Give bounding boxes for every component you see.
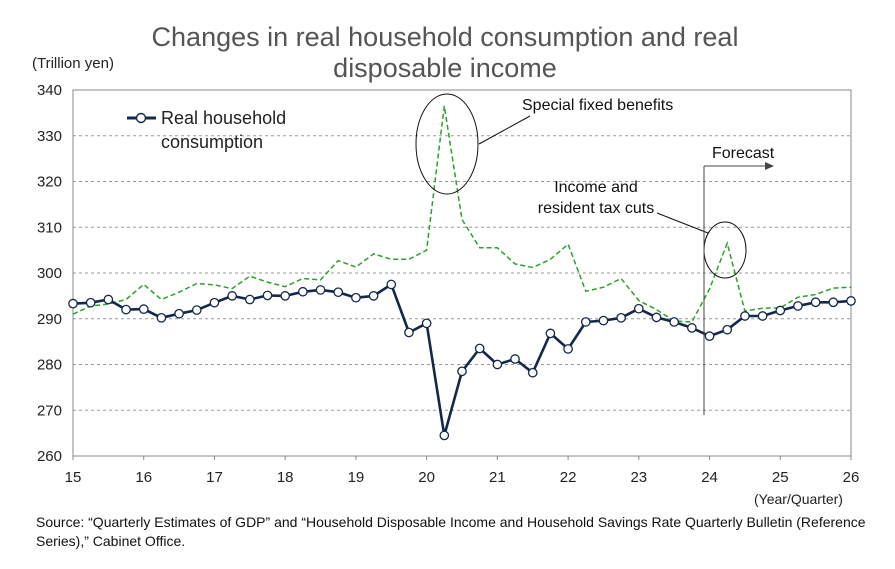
consumption-point: [492, 359, 503, 370]
consumption-point: [368, 291, 379, 301]
consumption-point: [315, 285, 326, 295]
consumption-point: [633, 303, 644, 314]
consumption-point: [386, 279, 397, 290]
series-line-real-disposable-income: [72, 105, 852, 323]
y-tick-label: 340: [37, 82, 62, 99]
consumption-point: [757, 311, 768, 321]
consumption-point: [828, 297, 839, 308]
consumption-point: [457, 366, 467, 377]
legend-swatch-marker: [135, 112, 147, 124]
consumption-point: [333, 287, 344, 298]
special-benefits-circle: [415, 93, 479, 195]
consumption-point: [580, 317, 591, 327]
chart-title: Changes in real household consumption an…: [151, 22, 739, 83]
x-tick-label: 20: [418, 469, 435, 486]
x-axis-label: (Year/Quarter): [754, 491, 843, 507]
x-tick-label: 23: [630, 469, 647, 486]
y-axis-unit-label: (Trillion yen): [32, 55, 114, 72]
y-tick-label: 300: [37, 265, 62, 282]
x-tick-label: 25: [772, 469, 789, 486]
consumption-point: [156, 312, 167, 323]
consumption-point: [793, 301, 803, 311]
consumption-point: [404, 327, 414, 338]
consumption-point: [421, 318, 432, 329]
y-tick-label: 270: [37, 402, 62, 419]
consumption-point: [209, 297, 220, 308]
special-benefits-leader-line: [478, 115, 531, 145]
y-tick-label: 320: [37, 174, 62, 191]
consumption-point: [722, 324, 733, 335]
consumption-point: [174, 308, 184, 319]
source-note: Source: “Quarterly Estimates of GDP” and…: [36, 514, 866, 549]
x-tick-label: 26: [843, 469, 860, 486]
consumption-point: [775, 305, 786, 316]
consumption-point: [262, 290, 273, 301]
consumption-point: [85, 297, 96, 308]
x-tick-label: 18: [277, 469, 294, 486]
y-tick-label: 260: [37, 448, 62, 465]
consumption-point: [191, 305, 202, 315]
x-tick-label: 22: [560, 469, 577, 486]
consumption-point: [687, 323, 697, 333]
consumption-point: [669, 317, 680, 327]
consumption-point: [439, 430, 450, 441]
annotation-forecast: Forecast: [712, 145, 775, 162]
consumption-point: [103, 294, 114, 305]
x-tick-label: 16: [135, 469, 152, 486]
consumption-point: [121, 304, 131, 315]
consumption-point: [810, 297, 821, 308]
consumption-point: [68, 298, 78, 309]
consumption-point: [740, 311, 750, 321]
consumption-point: [244, 294, 255, 305]
consumption-point: [651, 312, 662, 323]
consumption-point: [351, 292, 361, 303]
consumption-point: [598, 315, 609, 326]
x-tick-label: 24: [701, 469, 718, 486]
forecast-arrow-head: [765, 162, 774, 170]
annotation-tax-cuts: Income and resident tax cuts: [538, 179, 655, 217]
annotation-special-fixed-benefits: Special fixed benefits: [522, 97, 673, 114]
consumption-point: [616, 312, 626, 323]
consumption-point: [704, 331, 715, 341]
y-tick-label: 280: [37, 357, 62, 374]
x-tick-label: 17: [206, 469, 223, 486]
x-tick-label: 15: [65, 469, 82, 486]
y-tick-label: 290: [37, 311, 62, 328]
consumption-point: [227, 291, 237, 301]
consumption-point: [474, 343, 485, 354]
tax-cuts-circle: [703, 221, 747, 279]
y-tick-label: 310: [37, 219, 62, 236]
consumption-point: [846, 296, 856, 306]
y-tick-label: 330: [37, 128, 62, 145]
consumption-point: [510, 354, 520, 364]
tax-cuts-leader-line: [656, 212, 709, 234]
consumption-point: [545, 328, 556, 339]
consumption-point: [298, 286, 308, 297]
series-line-real-household-consumption: [72, 283, 852, 437]
x-tick-label: 19: [348, 469, 365, 486]
x-tick-label: 21: [489, 469, 506, 486]
consumption-point: [563, 344, 573, 354]
plot-area-border: [72, 89, 852, 457]
legend-label-real-household-consumption: Real household consumption: [161, 108, 286, 152]
consumption-point: [527, 367, 538, 378]
consumption-point: [280, 291, 291, 301]
consumption-point: [138, 304, 149, 314]
